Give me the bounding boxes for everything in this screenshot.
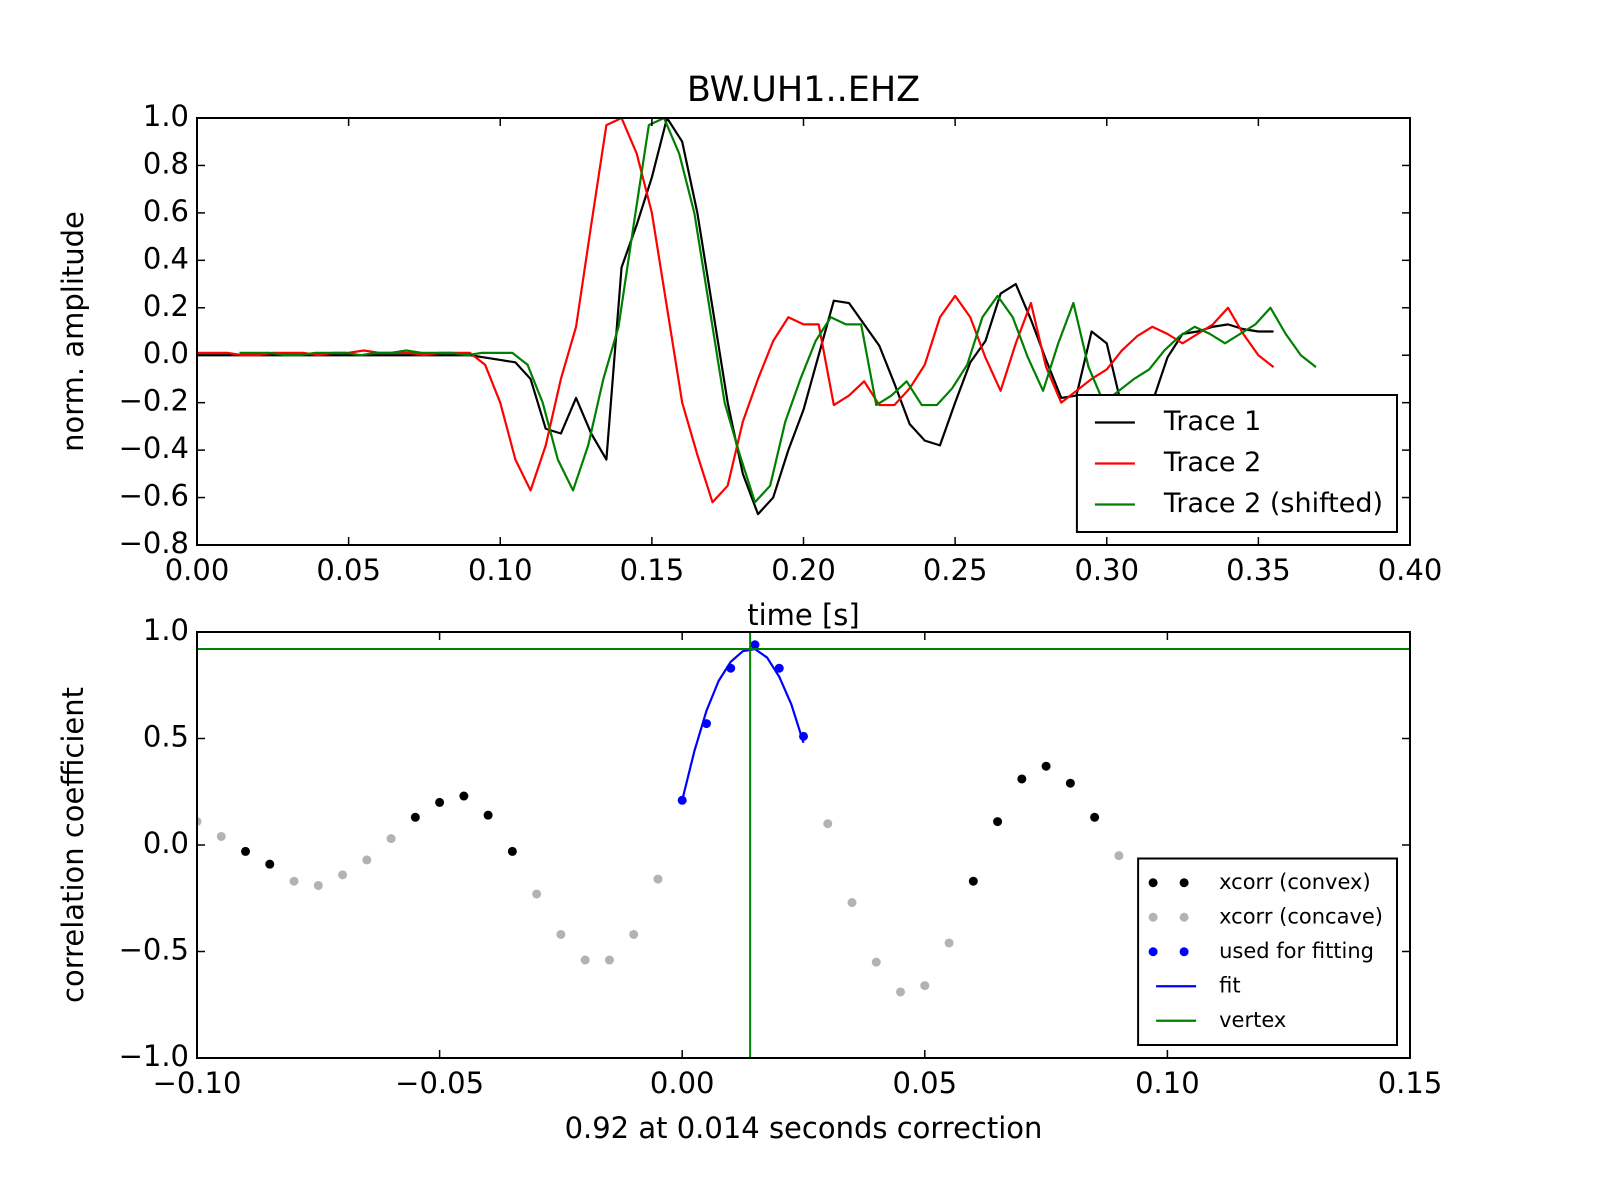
point [920,981,930,991]
y-tick-label: 0.4 [143,241,189,275]
x-tick-label: 0.05 [893,1066,958,1100]
point [871,957,881,967]
point [1041,761,1051,771]
y-tick-label: −0.8 [119,526,189,560]
y-tick-label: 0.2 [143,289,189,323]
subplot: 0.00 0.05 0.10 0.15 0.20 0.25 0.30 0.35 0.40 −0.8… [56,70,1442,632]
point [604,955,614,965]
point [580,955,590,965]
x-tick-label: 0.10 [468,553,533,587]
legend: Trace 1 Trace 2 Trace 2 (shifted) [1075,394,1398,533]
point [483,810,493,820]
legend-label: vertex [1219,1008,1286,1032]
series-line [681,647,805,801]
legend-label: used for fitting [1219,939,1374,963]
y-tick-label: −0.4 [119,431,189,465]
x-tick-label: 0.35 [1226,553,1291,587]
point [1065,778,1075,788]
x-tick-label: 0.05 [316,553,381,587]
point [1090,812,1100,822]
y-tick-label: 0.8 [143,146,189,180]
y-tick-label: 0.6 [143,194,189,228]
point [968,876,978,886]
legend: xcorr (convex) xcorr (concave) used for fi… [1137,857,1398,1046]
x-tick-label: −0.05 [395,1066,484,1100]
point [847,898,857,908]
point [386,834,396,844]
y-tick-label: 1.0 [143,99,189,133]
point [1017,774,1027,784]
x-tick-label: 0.00 [650,1066,715,1100]
x-tick-label: 0.40 [1378,553,1443,587]
point [313,880,323,890]
legend-marker [1148,878,1158,888]
legend-label: Trace 2 [1163,447,1261,478]
point [507,846,517,856]
y-tick-label: −1.0 [119,1039,189,1073]
legend-marker [1179,947,1189,957]
legend-label: xcorr (convex) [1219,870,1371,894]
y-tick-label: −0.5 [119,933,189,967]
point [459,791,469,801]
point [532,889,542,899]
y-axis-label: correlation coefficient [56,687,90,1003]
point [653,874,663,884]
y-tick-label: −0.2 [119,384,189,418]
y-tick-label: −0.6 [119,479,189,513]
legend-marker [1179,912,1189,922]
point [265,859,275,869]
legend-label: xcorr (concave) [1219,904,1383,928]
point [216,831,226,841]
y-tick-label: 1.0 [143,613,189,647]
legend-marker [1148,912,1158,922]
point [241,846,251,856]
point [993,817,1003,827]
y-tick-label: 0.0 [143,336,189,370]
point [362,855,372,865]
x-axis-label: time [s] [747,598,859,632]
legend-label: Trace 1 [1163,406,1261,437]
x-tick-label: −0.10 [153,1066,242,1100]
point [410,812,420,822]
y-axis-label: norm. amplitude [56,211,90,452]
point [750,640,760,650]
x-axis-label: 0.92 at 0.014 seconds correction [565,1111,1043,1145]
point [338,870,348,880]
legend-label: Trace 2 (shifted) [1163,488,1383,519]
subplot: −0.10 −0.05 0.00 0.05 0.10 0.15 −1.0 −0.5 0.0 0.5… [56,613,1442,1145]
chart-title: BW.UH1..EHZ [687,70,920,110]
plot-area [197,118,1317,516]
legend-marker [1148,947,1158,957]
y-tick-label: 0.0 [143,826,189,860]
axes-frame [196,631,1411,1059]
x-tick-label: 0.15 [1378,1066,1443,1100]
point [197,817,202,827]
plot-area [197,632,1410,1058]
series-line [239,118,1317,504]
x-tick-label: 0.10 [1135,1066,1200,1100]
point [823,819,833,829]
x-tick-label: 0.15 [620,553,685,587]
x-tick-label: 0.30 [1074,553,1139,587]
x-tick-label: 0.25 [923,553,988,587]
point [289,876,299,886]
y-tick-label: 0.5 [143,720,189,754]
point [944,938,954,948]
point [896,987,906,997]
axes-frame [196,117,1411,546]
point [1114,851,1124,861]
x-tick-label: 0.20 [771,553,836,587]
point [435,797,445,807]
point [774,663,784,673]
x-tick-label: 0.00 [165,553,230,587]
legend-label: fit [1219,973,1240,997]
legend-marker [1179,878,1189,888]
point [629,929,639,939]
point [556,929,566,939]
